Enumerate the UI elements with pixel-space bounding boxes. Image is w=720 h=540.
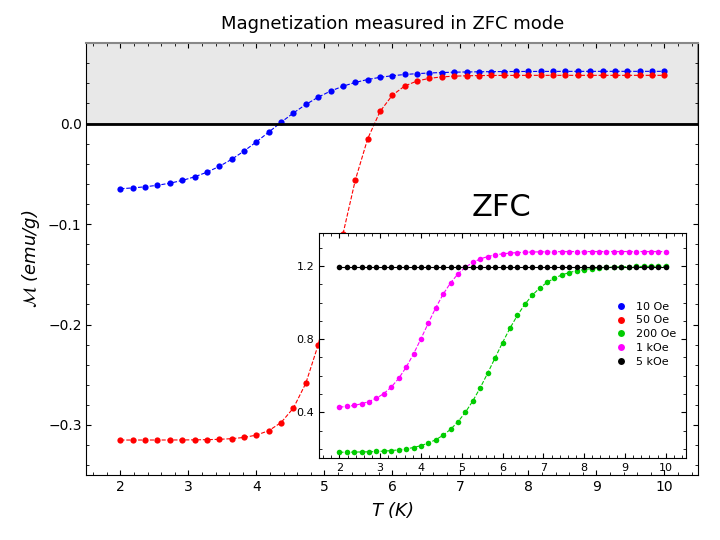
Y-axis label: $\mathcal{M}$ (emu/g): $\mathcal{M}$ (emu/g) [20, 210, 42, 308]
Text: ZFC: ZFC [472, 193, 531, 222]
X-axis label: $T$ (K): $T$ (K) [371, 500, 414, 519]
Bar [86, 43, 698, 124]
Title: Magnetization measured in ZFC mode: Magnetization measured in ZFC mode [221, 15, 564, 33]
